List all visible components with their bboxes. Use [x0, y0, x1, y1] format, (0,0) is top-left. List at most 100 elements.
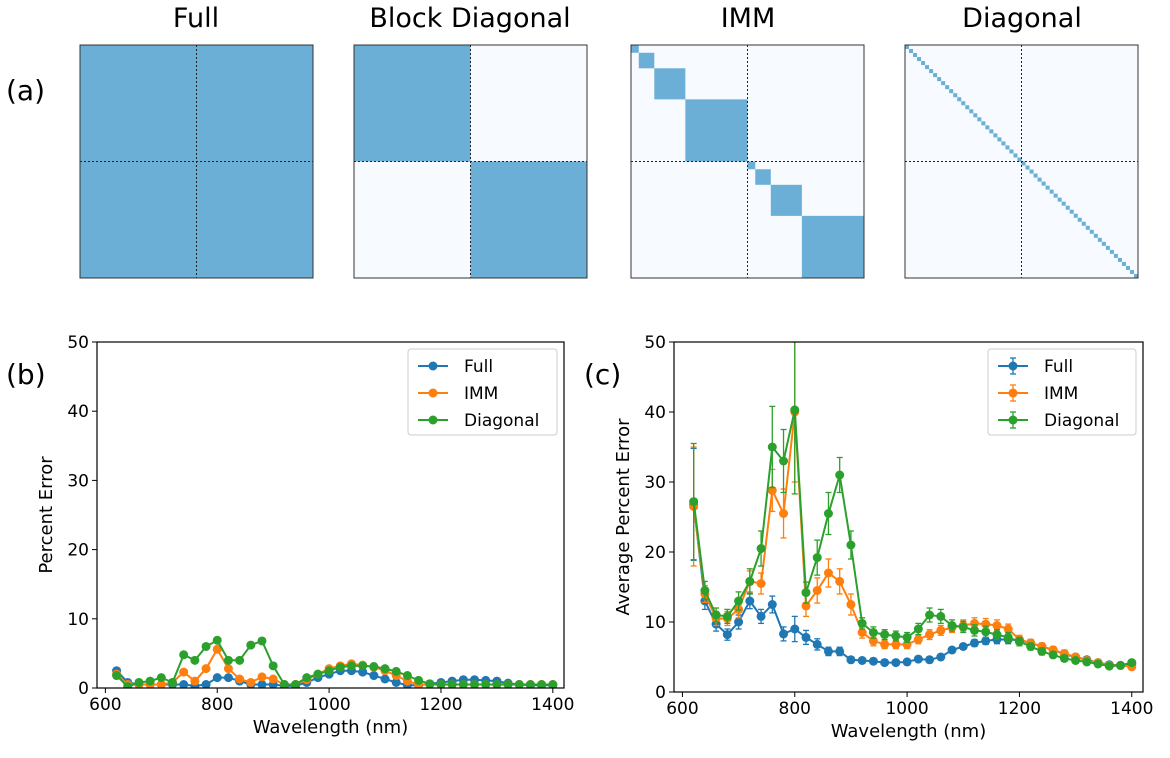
- y-tick-label: 50: [67, 333, 89, 353]
- matrix-diagonal-cell: [1081, 221, 1086, 226]
- matrix-diagonal-cell: [1069, 209, 1074, 214]
- data-point: [156, 673, 166, 683]
- matrix-diagonal-cell: [969, 109, 974, 114]
- axes-frame: [673, 341, 1144, 693]
- matrix-block: [747, 161, 756, 170]
- legend-label: Diagonal: [464, 411, 539, 431]
- data-point: [790, 624, 800, 634]
- data-point: [745, 576, 755, 586]
- y-tick-label: 0: [655, 683, 666, 703]
- data-point: [268, 674, 278, 684]
- matrix-diagonal-cell: [917, 57, 922, 62]
- series-diagonal: [112, 635, 558, 688]
- matrix-diagonal-cell: [921, 61, 926, 66]
- data-point: [246, 640, 256, 650]
- data-point: [1014, 637, 1024, 647]
- matrix-diagonal-cell: [1097, 237, 1102, 242]
- matrix-diagonal-cell: [981, 121, 986, 126]
- data-point: [1026, 642, 1036, 651]
- data-point: [212, 673, 222, 683]
- legend-label: Diagonal: [1044, 411, 1119, 431]
- matrix-diagonal-cell: [1057, 197, 1062, 202]
- data-point: [857, 618, 867, 628]
- matrix-diagonal-cell: [1037, 177, 1042, 182]
- data-point: [1003, 624, 1013, 634]
- matrix-imm: [630, 44, 865, 279]
- matrix-diagonal-cell: [1105, 245, 1110, 250]
- y-tick-label: 20: [67, 541, 89, 561]
- matrix-diagonal-cell: [941, 81, 946, 86]
- legend-frame: [407, 348, 558, 436]
- data-point: [380, 674, 390, 684]
- data-point: [548, 680, 558, 688]
- matrix-block: [685, 99, 748, 162]
- matrix-block: [354, 45, 471, 162]
- legend-frame: [987, 348, 1137, 436]
- data-point: [481, 680, 491, 688]
- data-point: [801, 588, 811, 598]
- matrix-diagonal-cell: [1129, 269, 1134, 274]
- matrix-diagonal-cell: [1041, 181, 1046, 186]
- data-point: [1127, 658, 1137, 668]
- data-point: [835, 576, 845, 586]
- matrix-diagonal-cell: [957, 97, 962, 102]
- data-point: [1048, 650, 1058, 660]
- matrix-frame: [904, 44, 1139, 279]
- data-point: [190, 676, 200, 686]
- data-point: [223, 664, 233, 674]
- data-point: [358, 667, 368, 677]
- matrix-title-block-diagonal: Block Diagonal: [369, 3, 570, 34]
- matrix-diagonal-cell: [1029, 169, 1034, 174]
- data-point: [913, 624, 923, 634]
- data-point: [470, 680, 480, 688]
- matrix-diagonal-cell: [913, 53, 918, 58]
- matrix-diagonal-cell: [945, 85, 950, 90]
- data-point: [514, 680, 524, 688]
- data-point: [958, 642, 968, 651]
- y-tick-label: 10: [644, 613, 666, 633]
- data-point: [190, 655, 200, 665]
- data-point: [779, 456, 789, 466]
- x-tick-label: 1200: [998, 699, 1041, 719]
- data-point: [936, 611, 946, 621]
- data-point: [958, 622, 968, 632]
- matrix-block: [755, 169, 771, 185]
- matrix-diagonal-cell: [949, 89, 954, 94]
- data-point: [201, 664, 211, 674]
- matrix-diagonal-cell: [1109, 249, 1114, 254]
- panel-label-b: (b): [6, 358, 46, 391]
- data-point: [246, 677, 256, 687]
- matrix-diagonal-cell: [1133, 273, 1138, 278]
- data-point: [257, 636, 267, 646]
- data-point: [689, 497, 699, 507]
- data-point: [902, 632, 912, 642]
- data-point: [503, 680, 513, 688]
- data-point: [846, 540, 856, 550]
- data-point: [756, 611, 766, 621]
- data-point: [369, 671, 379, 681]
- matrix-diagonal-cell: [1065, 205, 1070, 210]
- x-tick-label: 800: [779, 699, 811, 719]
- data-point: [902, 657, 912, 667]
- data-point: [846, 655, 856, 665]
- data-point: [880, 630, 890, 640]
- data-point: [223, 673, 233, 683]
- matrix-diagonal-cell: [1033, 173, 1038, 178]
- data-point: [1003, 632, 1013, 642]
- y-tick-label: 40: [67, 402, 89, 422]
- matrix-diagonal-cell: [1117, 257, 1122, 262]
- data-point: [992, 630, 1002, 640]
- data-point: [722, 611, 732, 621]
- data-point: [880, 639, 890, 649]
- series-line: [115, 638, 553, 688]
- data-point: [201, 680, 211, 688]
- data-point: [801, 632, 811, 642]
- data-point: [380, 664, 390, 674]
- data-point: [447, 680, 457, 688]
- matrix-block: [631, 45, 639, 53]
- matrix-diagonal-cell: [1077, 217, 1082, 222]
- matrix-diagonal-cell: [993, 133, 998, 138]
- data-point: [835, 646, 845, 656]
- matrix-title-diagonal: Diagonal: [962, 3, 1082, 34]
- x-tick-label: 1200: [419, 695, 462, 715]
